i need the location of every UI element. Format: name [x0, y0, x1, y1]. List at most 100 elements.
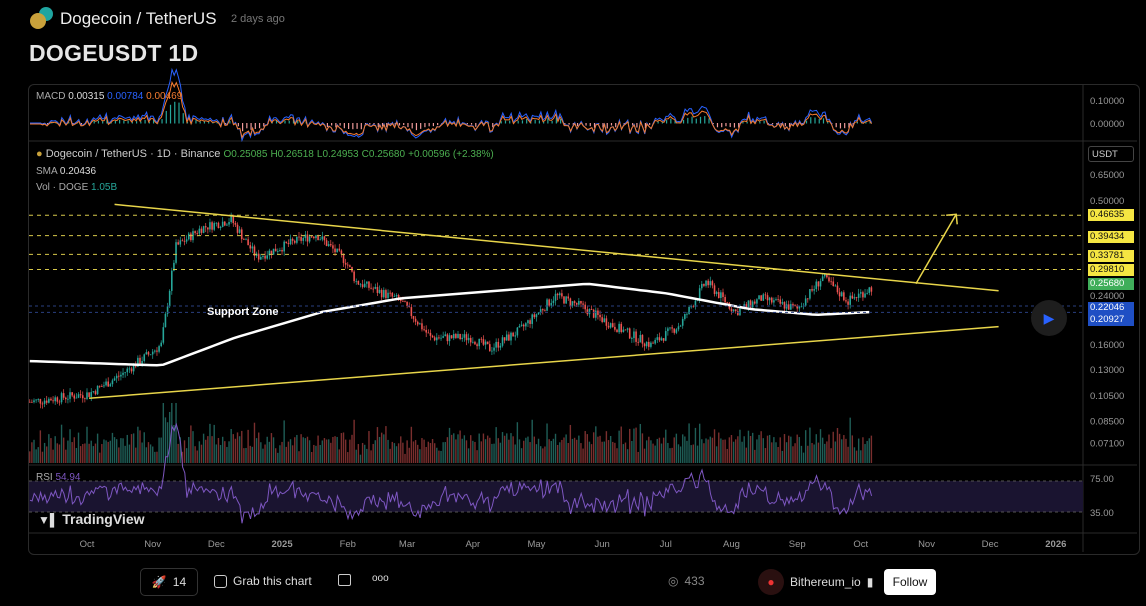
- boost-button[interactable]: 🚀 14: [140, 568, 198, 596]
- macd-histogram-bar: [331, 123, 333, 126]
- comment-button[interactable]: [338, 574, 351, 586]
- candle-body: [393, 296, 396, 297]
- volume-bar: [232, 434, 234, 463]
- macd-histogram-bar: [297, 120, 299, 124]
- volume-bar: [747, 430, 750, 463]
- volume-bar: [385, 426, 387, 463]
- candle-body: [499, 345, 502, 348]
- candle-body: [673, 328, 676, 333]
- candle-body: [505, 334, 508, 341]
- volume-bar: [737, 436, 739, 463]
- volume-bar: [866, 440, 868, 463]
- volume-bar: [361, 442, 364, 463]
- volume-bar: [671, 447, 673, 463]
- candle-body: [139, 357, 141, 364]
- candle-body: [332, 245, 334, 249]
- volume-bar: [183, 440, 186, 463]
- macd-signal: 0.00784: [107, 91, 144, 102]
- chart-copy-icon: [214, 574, 227, 588]
- author[interactable]: ● Bithereum_io ▮: [758, 569, 873, 595]
- candle-body: [143, 354, 146, 361]
- macd-histogram-bar: [398, 123, 401, 126]
- volume-bar: [395, 446, 398, 463]
- volume-bar: [756, 439, 758, 463]
- volume-bar: [404, 453, 406, 463]
- candle-body: [412, 316, 415, 319]
- volume-bar: [711, 437, 714, 463]
- candle-body: [202, 226, 205, 233]
- volume-bar: [387, 439, 389, 463]
- macd-histogram-bar: [610, 123, 613, 126]
- macd-histogram-bar: [106, 118, 108, 124]
- macd-histogram-bar: [805, 120, 808, 124]
- volume-bar: [391, 441, 393, 463]
- volume-bar: [516, 422, 519, 463]
- candle-body: [692, 306, 695, 308]
- price-tag: 0.25680: [1088, 278, 1134, 290]
- volume-bar: [115, 439, 118, 463]
- follow-button[interactable]: Follow: [884, 569, 936, 595]
- volume-bar: [682, 434, 684, 463]
- macd-histogram-bar: [568, 123, 570, 125]
- volume-bar: [567, 443, 569, 463]
- candle-body: [482, 339, 485, 345]
- candle-body: [664, 331, 667, 341]
- macd-histogram-bar: [470, 123, 473, 125]
- volume-bar: [368, 431, 370, 463]
- volume-bar: [258, 432, 260, 463]
- candle-body: [349, 265, 351, 267]
- candle-body: [306, 234, 309, 242]
- more-button[interactable]: ooo: [372, 573, 389, 584]
- volume-bar: [126, 434, 128, 463]
- volume-bar: [482, 433, 485, 463]
- candle-body: [406, 301, 408, 306]
- volume-bar: [417, 444, 419, 463]
- volume-bar: [330, 442, 332, 463]
- grab-chart-button[interactable]: Grab this chart: [214, 574, 312, 588]
- macd-histogram-bar: [691, 116, 693, 124]
- macd-histogram-bar: [788, 123, 791, 127]
- macd-histogram-bar: [136, 121, 138, 124]
- candle-body: [796, 305, 798, 309]
- candle-body: [472, 341, 474, 343]
- candle-body: [376, 286, 379, 293]
- candle-body: [346, 264, 349, 266]
- candle-body: [855, 297, 858, 299]
- candle-body: [512, 332, 514, 337]
- candle-body: [635, 331, 637, 342]
- volume-bar: [459, 430, 461, 463]
- candle-body: [444, 334, 447, 337]
- volume-bar: [198, 441, 201, 463]
- candle-body: [39, 399, 42, 404]
- volume-bar: [338, 449, 340, 463]
- volume-bar: [696, 445, 699, 463]
- candle-body: [486, 341, 489, 345]
- candle-body: [569, 298, 572, 306]
- volume-bar: [648, 436, 650, 463]
- macd-histogram-bar: [131, 121, 133, 124]
- candle-body: [535, 314, 538, 318]
- volume-bar: [559, 442, 561, 463]
- volume-bar: [65, 449, 67, 463]
- candle-body: [783, 302, 786, 309]
- candle-body: [840, 292, 843, 297]
- candle-body: [344, 262, 347, 265]
- candle-body: [679, 325, 682, 327]
- macd-histogram-bar: [708, 118, 710, 124]
- candle-body: [836, 285, 839, 293]
- macd-histogram-bar: [827, 121, 829, 124]
- chart-panel[interactable]: [28, 84, 1140, 555]
- candle-body: [363, 283, 366, 287]
- currency-selector[interactable]: USDT: [1088, 146, 1134, 162]
- candle-body: [431, 335, 434, 338]
- volume-bar: [480, 441, 483, 463]
- macd-line: [30, 67, 873, 143]
- volume-bar: [529, 442, 531, 463]
- volume-bar: [412, 441, 415, 463]
- volume-bar: [419, 449, 421, 463]
- play-replay-button[interactable]: ▶: [1031, 300, 1067, 336]
- candle-body: [33, 400, 35, 403]
- symbol-title[interactable]: Dogecoin / TetherUS: [60, 9, 217, 28]
- candle-body: [158, 346, 160, 352]
